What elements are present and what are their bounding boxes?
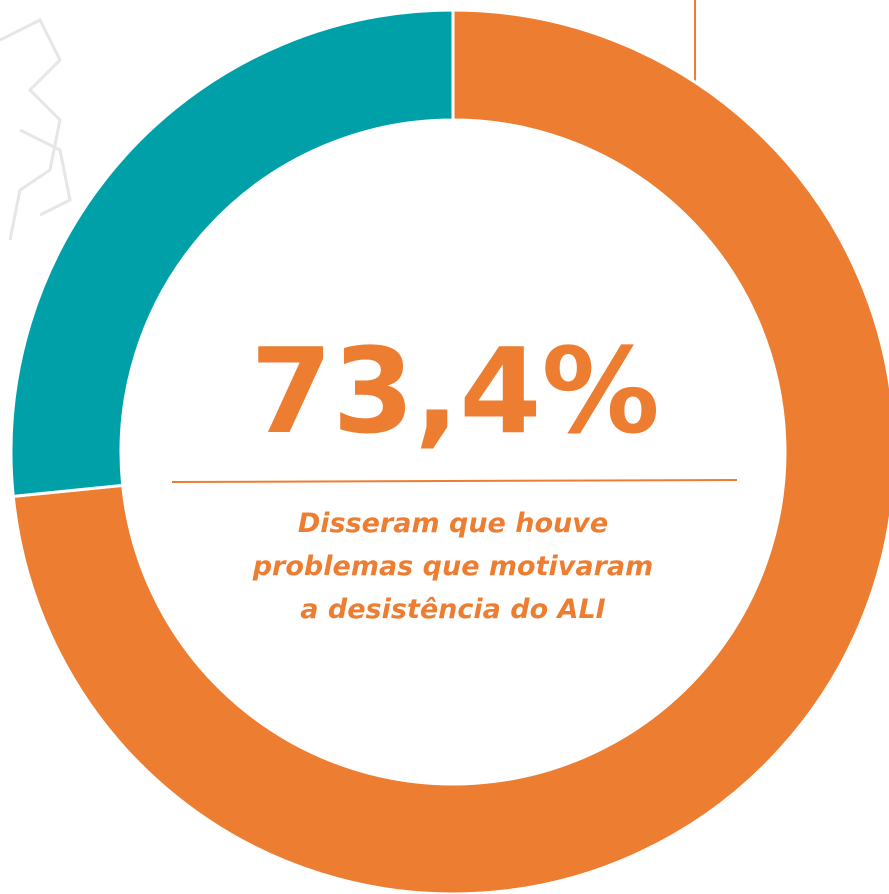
donut [9, 8, 889, 894]
donut-segment [11, 8, 889, 894]
donut-segment [9, 8, 455, 499]
caption: Disseram que houve problemas que motivara… [252, 508, 654, 625]
divider [171, 479, 738, 483]
caption-line: Disseram que houve [298, 508, 608, 539]
background-gear [0, 17, 72, 241]
caption-line: problemas que motivaram [252, 551, 654, 582]
center-value: 73,4% [250, 322, 659, 460]
caption-line: a desistência do ALI [300, 594, 605, 625]
